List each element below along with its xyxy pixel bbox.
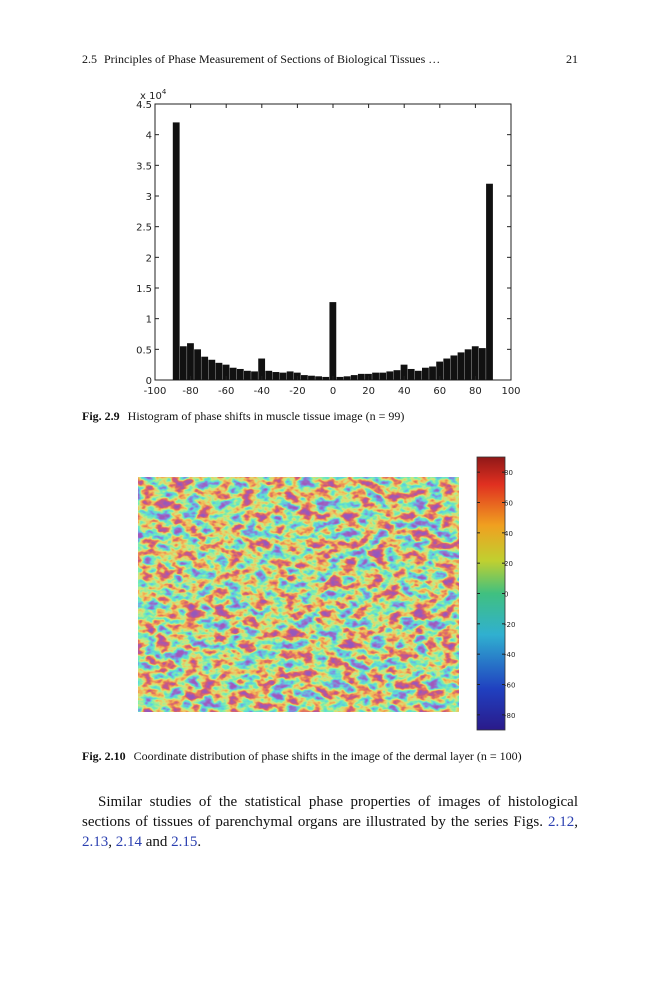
caption-text: Histogram of phase shifts in muscle tiss…	[128, 409, 405, 423]
colorbar-tick-label: -20	[504, 621, 515, 629]
axis-multiplier: x 104	[140, 88, 167, 102]
histogram-bar	[400, 364, 408, 380]
x-tick-label: -60	[218, 386, 234, 397]
colorbar-tick-label: 80	[504, 469, 513, 477]
y-tick-label: 2.5	[136, 223, 152, 234]
x-tick-label: -80	[182, 386, 198, 397]
histogram-bar	[407, 368, 415, 380]
histogram-bar	[201, 356, 209, 380]
x-tick-label: 60	[433, 386, 446, 397]
histogram-bar	[379, 372, 387, 380]
colorbar-tick-label: 60	[504, 500, 513, 508]
histogram-bar	[286, 371, 294, 380]
histogram-bar	[478, 348, 486, 380]
figure-link[interactable]: 2.12	[548, 814, 575, 830]
histogram-bar	[386, 371, 394, 380]
histogram-bar	[357, 373, 365, 380]
histogram-bar	[251, 371, 258, 380]
figure-link[interactable]: 2.13	[82, 834, 109, 850]
histogram-bar	[187, 343, 194, 380]
figure-caption: Fig. 2.10 Coordinate distribution of phas…	[82, 749, 522, 763]
histogram-bar	[265, 370, 273, 380]
colorbar-tick-label: 40	[504, 530, 513, 538]
histogram-bar	[272, 372, 280, 380]
histogram-bar	[464, 349, 472, 380]
histogram-bar	[315, 376, 323, 380]
running-title: Principles of Phase Measurement of Secti…	[104, 52, 440, 66]
x-tick-label: -20	[289, 386, 305, 397]
caption-label: Fig. 2.10	[82, 749, 126, 763]
histogram-bar	[329, 302, 337, 380]
histogram-bar	[308, 375, 315, 380]
histogram-bar	[279, 372, 287, 380]
colorbar-tick-label: 0	[504, 591, 508, 599]
x-tick-label: 0	[330, 386, 336, 397]
histogram-bar	[436, 361, 444, 380]
histogram-bar	[258, 358, 266, 380]
histogram-bar	[172, 122, 180, 381]
body-paragraph: Similar studies of the statistical phase…	[82, 792, 578, 852]
y-tick-label: 4	[146, 131, 152, 142]
histogram-bar	[350, 375, 358, 380]
histogram-bar	[429, 366, 436, 380]
histogram-bar	[471, 346, 479, 380]
y-tick-label: 3.5	[136, 161, 152, 172]
x-tick-label: -100	[144, 386, 167, 397]
text-run: Similar studies of the statistical phase…	[82, 794, 578, 830]
histogram-bar	[457, 352, 465, 380]
histogram-bar	[300, 375, 308, 380]
histogram-bar	[194, 349, 201, 380]
histogram-bar	[244, 370, 251, 380]
histogram-bar	[422, 367, 429, 380]
histogram-bar	[229, 367, 237, 380]
histogram-bar	[222, 364, 230, 380]
colorbar-tick-label: -40	[504, 651, 515, 659]
histogram-bar	[208, 359, 216, 380]
text-run: .	[197, 834, 202, 850]
y-tick-label: 1.5	[136, 284, 152, 295]
caption-text: Coordinate distribution of phase shifts …	[134, 749, 522, 763]
y-tick-label: 4.5	[136, 100, 152, 111]
page-number: 21	[566, 52, 578, 66]
histogram-bar	[372, 372, 379, 380]
histogram-bar	[414, 370, 422, 380]
figure-caption: Fig. 2.9 Histogram of phase shifts in mus…	[82, 409, 404, 423]
histogram-bar	[179, 346, 187, 380]
histogram-bar	[215, 362, 223, 380]
x-tick-label: 40	[398, 386, 411, 397]
histogram-bar	[450, 355, 458, 380]
histogram-bar	[486, 183, 493, 380]
histogram-bar	[393, 370, 401, 380]
histogram-bar	[322, 376, 330, 380]
phase-map-image	[138, 477, 459, 712]
y-tick-label: 0.5	[136, 345, 152, 356]
y-tick-label: 3	[146, 192, 152, 203]
section-number: 2.5	[82, 52, 97, 66]
text-run: ,	[108, 834, 116, 850]
caption-label: Fig. 2.9	[82, 409, 120, 423]
text-run: and	[142, 834, 172, 850]
y-tick-label: 2	[146, 253, 152, 264]
x-tick-label: 20	[362, 386, 375, 397]
colorbar-tick-label: -80	[504, 712, 515, 720]
x-tick-label: -40	[254, 386, 270, 397]
figure-link[interactable]: 2.15	[171, 834, 198, 850]
multiplier-base: x 10	[140, 91, 162, 102]
colorbar	[476, 456, 506, 731]
colorbar-tick-label: -60	[504, 682, 515, 690]
x-tick-label: 100	[501, 386, 520, 397]
multiplier-exponent: 4	[162, 88, 167, 96]
figure-link[interactable]: 2.14	[115, 834, 142, 850]
y-tick-label: 0	[146, 376, 152, 387]
histogram-bar	[343, 376, 351, 380]
colorbar-tick-label: 20	[504, 560, 513, 568]
text-run: ,	[574, 814, 578, 830]
histogram-bar	[336, 376, 344, 380]
histogram-bar	[236, 368, 244, 380]
histogram-bar	[443, 358, 451, 380]
y-tick-label: 1	[146, 315, 152, 326]
x-tick-label: 80	[469, 386, 482, 397]
